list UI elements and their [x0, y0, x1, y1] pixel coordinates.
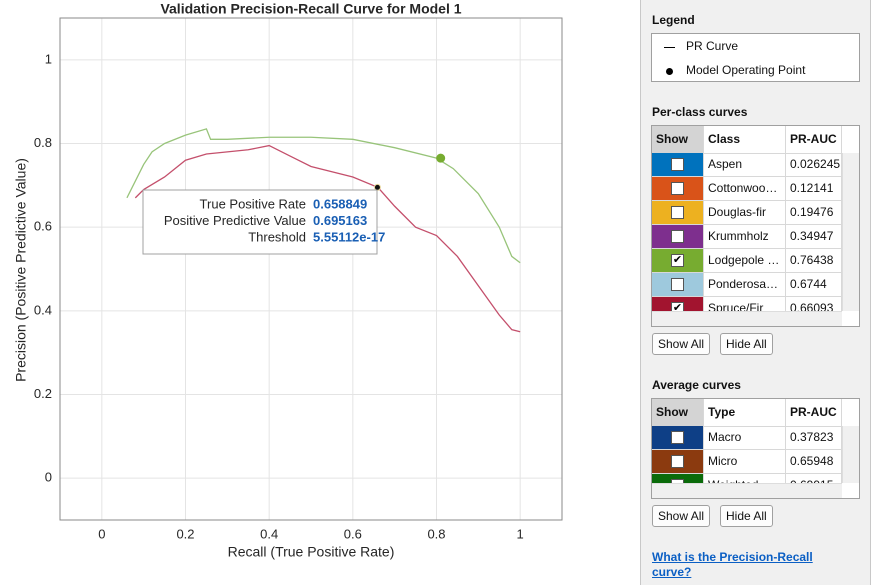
x-tick-label: 0.2	[176, 526, 194, 541]
button[interactable]: Show All	[652, 333, 711, 355]
operating-point	[436, 153, 446, 163]
row-name: Krummholz	[704, 225, 786, 248]
x-tick-label: 1	[517, 526, 524, 541]
color-swatch	[652, 450, 704, 473]
button[interactable]: Hide All	[720, 505, 773, 527]
table-row: Douglas-fir 0.19476	[652, 201, 842, 225]
table-row: Ponderosa… 0.6744	[652, 273, 842, 297]
table: Show Class PR-AUC Aspen 0.026245 Cottonwoo… 0.…	[651, 125, 860, 327]
column-header: Type	[704, 399, 786, 426]
plot-area	[60, 18, 562, 520]
column-header: Show	[652, 126, 704, 153]
datatip-box	[142, 189, 378, 255]
color-swatch	[652, 177, 704, 200]
column-header: PR-AUC	[786, 126, 842, 153]
column-header: Class	[704, 126, 786, 153]
legend-text: PR Curve	[686, 39, 739, 53]
chart-title: Validation Precision-Recall Curve for Mo…	[160, 1, 461, 17]
y-tick-label: 0	[45, 470, 52, 485]
section-title: Average curves	[652, 378, 741, 392]
y-tick-label: 1	[45, 51, 52, 66]
row-name: Micro	[704, 450, 786, 473]
pr-curve	[126, 128, 521, 264]
table-row: Aspen 0.026245	[652, 153, 842, 177]
x-tick-label: 0.8	[427, 526, 445, 541]
row-auc: 0.37823	[786, 426, 842, 449]
table-row: ✔ Lodgepole … 0.76438	[652, 249, 842, 273]
datatip-label: Positive Predictive Value	[164, 213, 306, 228]
scrollbar-h[interactable]	[652, 483, 842, 498]
scrollbar-v[interactable]	[842, 426, 859, 483]
legend-icon	[664, 47, 675, 48]
table-header: Show Type PR-AUC	[652, 399, 842, 427]
side-panel: Legend PR Curve Model Operating Point Per-c…	[640, 0, 871, 585]
y-axis-label: Precision (Positive Predictive Value)	[13, 158, 29, 382]
color-swatch	[652, 201, 704, 224]
datatip-value: 0.695163	[313, 213, 367, 228]
column-header: PR-AUC	[786, 399, 842, 426]
help-link[interactable]: What is the Precision-Recall curve?	[652, 550, 813, 579]
datatip-value: 0.658849	[313, 196, 367, 211]
y-tick-label: 0.4	[34, 302, 52, 317]
table-row: Macro 0.37823	[652, 426, 842, 450]
row-auc: 0.6744	[786, 273, 842, 296]
legend-text: Model Operating Point	[686, 63, 806, 77]
legend-title: Legend	[652, 13, 695, 27]
y-tick-label: 0.6	[34, 219, 52, 234]
table-row: Cottonwoo… 0.12141	[652, 177, 842, 201]
button[interactable]: Hide All	[720, 333, 773, 355]
button[interactable]: Show All	[652, 505, 711, 527]
row-auc: 0.34947	[786, 225, 842, 248]
datatip-label: Threshold	[248, 229, 306, 244]
row-name: Lodgepole …	[704, 249, 786, 272]
table-row: Micro 0.65948	[652, 450, 842, 474]
datatip: True Positive Rate 0.658849 Positive Predi…	[142, 189, 385, 255]
row-auc: 0.12141	[786, 177, 842, 200]
checkbox[interactable]	[671, 278, 684, 291]
x-tick-label: 0.6	[344, 526, 362, 541]
row-name: Aspen	[704, 153, 786, 176]
color-swatch	[652, 225, 704, 248]
row-name: Ponderosa…	[704, 273, 786, 296]
table-row: Krummholz 0.34947	[652, 225, 842, 249]
checkbox[interactable]: ✔	[671, 254, 684, 267]
row-auc: 0.65948	[786, 450, 842, 473]
checkbox[interactable]	[671, 455, 684, 468]
checkbox[interactable]	[671, 230, 684, 243]
y-tick-label: 0.8	[34, 135, 52, 150]
row-auc: 0.19476	[786, 201, 842, 224]
row-name: Douglas-fir	[704, 201, 786, 224]
color-swatch	[652, 273, 704, 296]
color-swatch	[652, 426, 704, 449]
checkbox[interactable]	[671, 158, 684, 171]
y-tick-label: 0.2	[34, 386, 52, 401]
color-swatch: ✔	[652, 249, 704, 272]
row-name: Cottonwoo…	[704, 177, 786, 200]
column-header: Show	[652, 399, 704, 426]
checkbox[interactable]	[671, 182, 684, 195]
datatip-value: 5.55112e-17	[313, 229, 385, 244]
checkbox[interactable]	[671, 206, 684, 219]
row-auc: 0.76438	[786, 249, 842, 272]
table-header: Show Class PR-AUC	[652, 126, 842, 154]
operating-point	[373, 183, 381, 191]
scrollbar-v[interactable]	[842, 153, 859, 311]
pr-curve	[134, 144, 521, 333]
x-tick-label: 0	[98, 526, 105, 541]
x-tick-label: 0.4	[260, 526, 278, 541]
row-name: Macro	[704, 426, 786, 449]
legend-box: PR Curve Model Operating Point	[651, 33, 860, 82]
checkbox[interactable]	[671, 431, 684, 444]
chart: Validation Precision-Recall Curve for Mo…	[13, 1, 563, 560]
section-title: Per-class curves	[652, 105, 748, 119]
x-axis-label: Recall (True Positive Rate)	[228, 544, 395, 560]
plot-frame	[59, 17, 563, 521]
table: ShowTypePR-AUCMacro0.37823Micro0.65948We…	[651, 398, 860, 499]
scrollbar-h[interactable]	[652, 311, 842, 326]
datatip-label: True Positive Rate	[200, 196, 306, 211]
color-swatch	[652, 153, 704, 176]
row-auc: 0.026245	[786, 153, 842, 176]
legend-icon	[666, 68, 673, 75]
